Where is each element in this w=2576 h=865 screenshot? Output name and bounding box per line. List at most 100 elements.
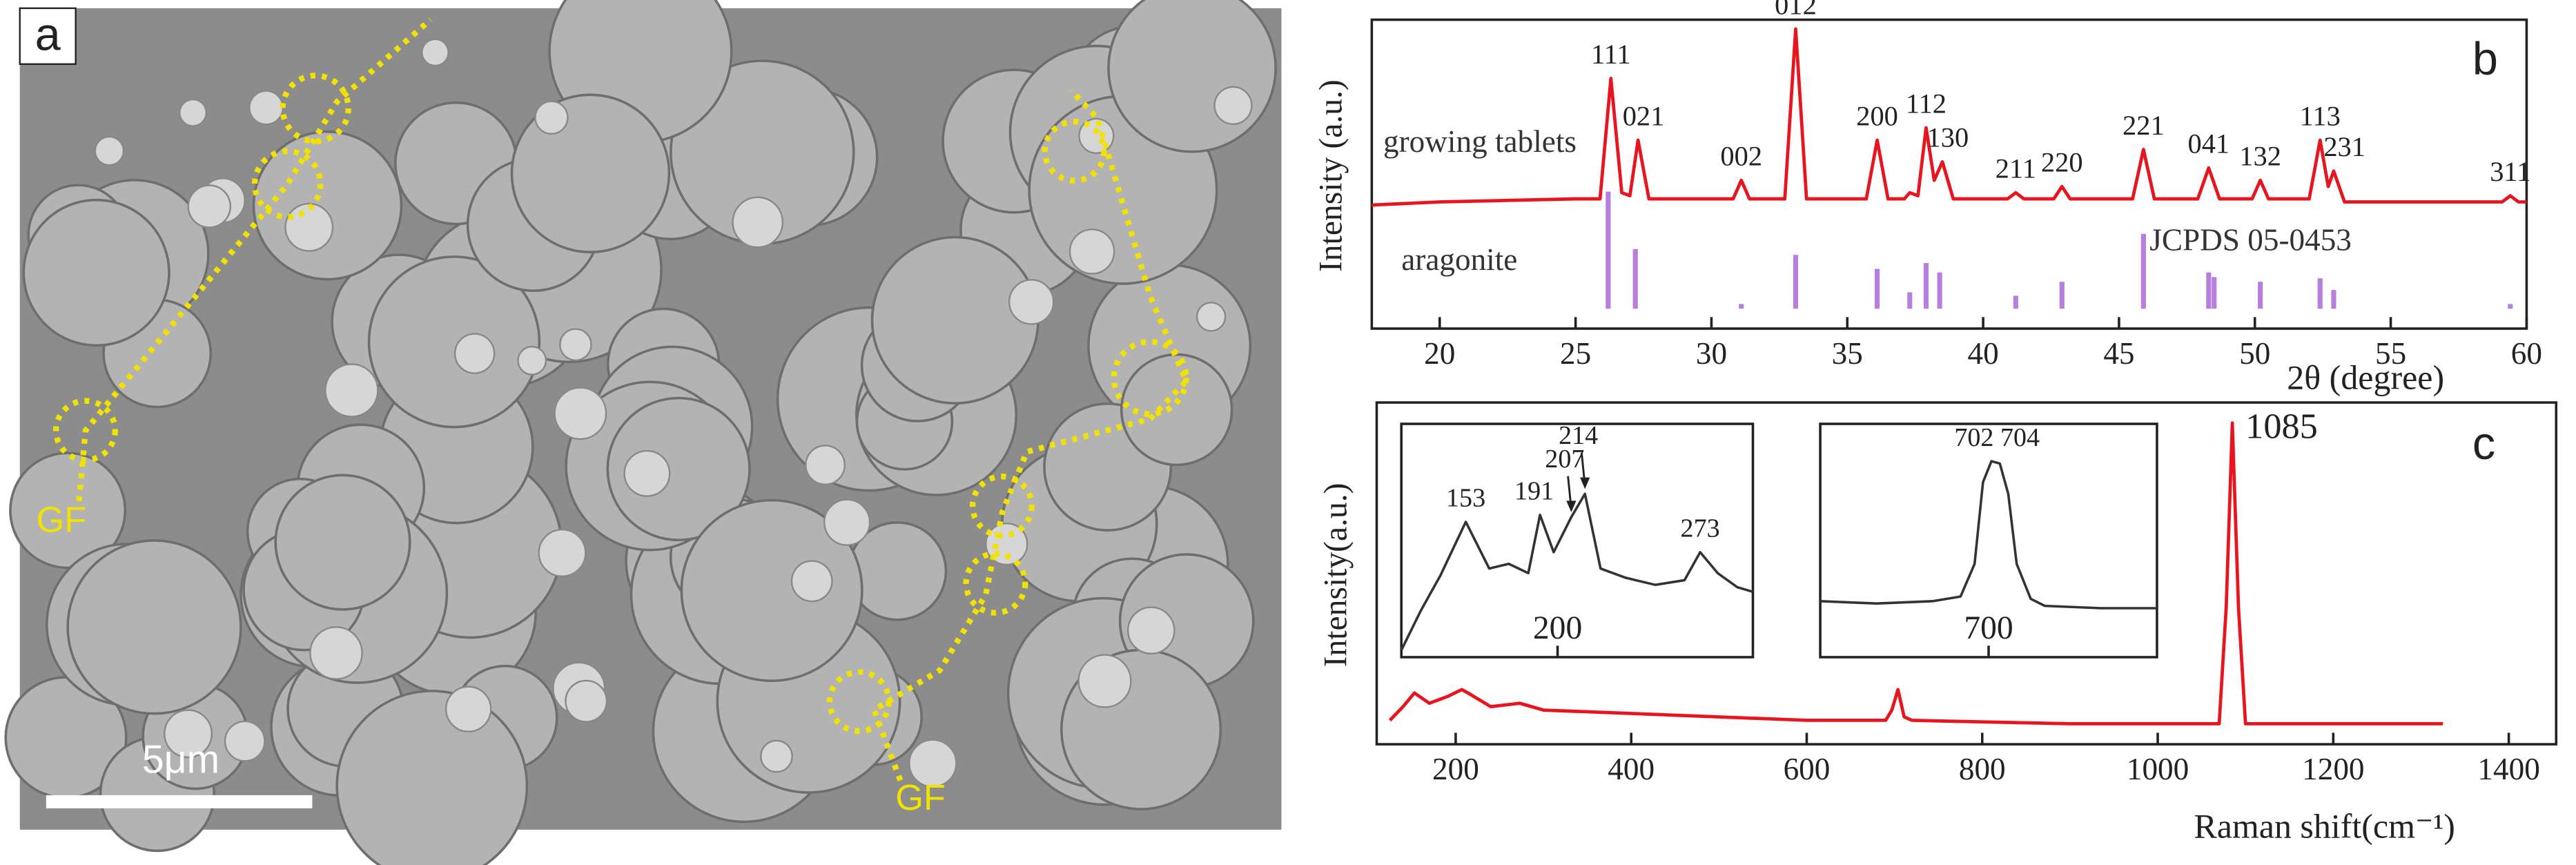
gf-label: GF (37, 500, 87, 541)
grain (1107, 0, 1277, 153)
marker-circle (280, 72, 351, 144)
x-tick-label: 700 (1964, 610, 2013, 646)
peak-label: 221 (2123, 110, 2165, 141)
grain-core (805, 445, 846, 485)
peak-label: 1085 (2245, 406, 2318, 446)
panel-label: a (35, 9, 61, 60)
grain-core (1077, 654, 1132, 708)
grain (274, 474, 411, 611)
x-tick-label: 55 (2375, 336, 2406, 371)
marker-circle (969, 473, 1035, 539)
y-axis-label: Intensity (a.u.) (1314, 79, 1349, 272)
grain (22, 198, 170, 347)
grain-core (908, 739, 957, 788)
peak-label: 130 (1927, 122, 1969, 153)
peak-label: 211 (1996, 153, 2036, 184)
x-axis-label: Raman shift(cm⁻¹) (2194, 806, 2455, 845)
grain-core (790, 560, 833, 603)
peak-label: 002 (1720, 141, 1762, 172)
x-tick-label: 1200 (2302, 752, 2364, 786)
peak-label: 153 (1446, 484, 1485, 513)
grain-core (284, 202, 334, 252)
grain-core (187, 184, 231, 229)
scale-bar-label: 5μm (142, 737, 219, 781)
grain-core (324, 363, 379, 418)
grain-core (224, 720, 266, 762)
grain-core (1213, 86, 1253, 125)
x-tick-label: 25 (1560, 336, 1591, 371)
marker-circle (963, 550, 1028, 616)
plot-frame (1400, 422, 1755, 659)
y-axis-label: Intensity(a.u.) (1318, 483, 1354, 668)
peak-label: 012 (1775, 0, 1817, 20)
x-tick-label: 400 (1608, 752, 1655, 786)
peak-label: 311 (2490, 156, 2530, 187)
data-line (1820, 460, 2157, 610)
peak-label: 113 (2300, 100, 2341, 131)
data-line (1388, 421, 2443, 726)
grain-core (538, 528, 587, 577)
grain-core (248, 90, 284, 126)
grain (66, 539, 242, 715)
x-tick-label: 20 (1424, 336, 1455, 371)
grain-core (760, 739, 793, 773)
grain-core (1069, 229, 1115, 275)
grain-core (559, 328, 592, 362)
peak-label: 702 704 (1954, 423, 2040, 452)
growth-front-left (76, 17, 433, 502)
grain-core (421, 38, 449, 67)
grain (1120, 353, 1233, 467)
data-line (1372, 27, 2527, 207)
grain-core (179, 98, 207, 127)
grain (367, 255, 541, 429)
grain-core (534, 100, 569, 135)
x-tick-label: 1400 (2477, 752, 2539, 786)
grain-core (1127, 606, 1175, 655)
x-tick-label: 45 (2103, 336, 2134, 371)
reference-label: JCPDS 05-0453 (2149, 223, 2352, 257)
x-tick-label: 600 (1784, 752, 1831, 786)
x-tick-label: 60 (2511, 336, 2542, 371)
x-axis-label: 2θ (degree) (2287, 358, 2444, 397)
grain-core (732, 196, 784, 249)
x-tick-label: 200 (1432, 752, 1479, 786)
x-tick-label: 1000 (2127, 752, 2189, 786)
marker-circle (1111, 338, 1189, 417)
grain-core (517, 345, 547, 376)
data-line (1400, 492, 1754, 651)
grain (9, 451, 127, 570)
grain-core (445, 686, 492, 732)
peak-arrow-head (1580, 477, 1590, 489)
peak-label: 200 (1856, 100, 1898, 131)
marker-circle (52, 398, 118, 463)
grain-core (309, 626, 363, 680)
grain-core (823, 498, 871, 546)
grain-core (164, 709, 213, 759)
series-label: growing tablets (1383, 124, 1577, 159)
grain (335, 690, 529, 865)
grain-core (453, 333, 496, 374)
marker-circle (251, 148, 324, 220)
panel-label: b (2472, 34, 2498, 85)
grain-core (554, 387, 607, 440)
peak-label: 214 (1559, 421, 1598, 450)
grain (606, 396, 751, 542)
marker-circle (1042, 118, 1107, 184)
peak-label: 273 (1681, 514, 1720, 543)
grain-core (565, 679, 608, 723)
peak-label: 207 (1545, 445, 1584, 474)
peak-label: 132 (2239, 141, 2281, 172)
x-tick-label: 200 (1533, 610, 1582, 646)
peak-label: 191 (1514, 477, 1554, 506)
x-tick-label: 50 (2239, 336, 2270, 371)
grain-core (94, 135, 125, 166)
x-tick-label: 40 (1968, 336, 1999, 371)
panel-label-box (19, 7, 77, 66)
grain-core (623, 449, 671, 497)
panel-label: c (2472, 418, 2495, 469)
peak-arrow-head (1566, 500, 1577, 513)
grain (680, 498, 863, 682)
grain-core (1196, 302, 1227, 332)
plot-frame (1370, 18, 2528, 330)
